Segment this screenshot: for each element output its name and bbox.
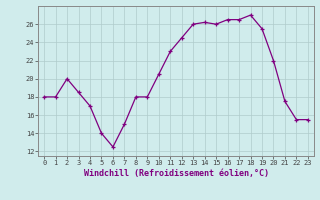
X-axis label: Windchill (Refroidissement éolien,°C): Windchill (Refroidissement éolien,°C): [84, 169, 268, 178]
